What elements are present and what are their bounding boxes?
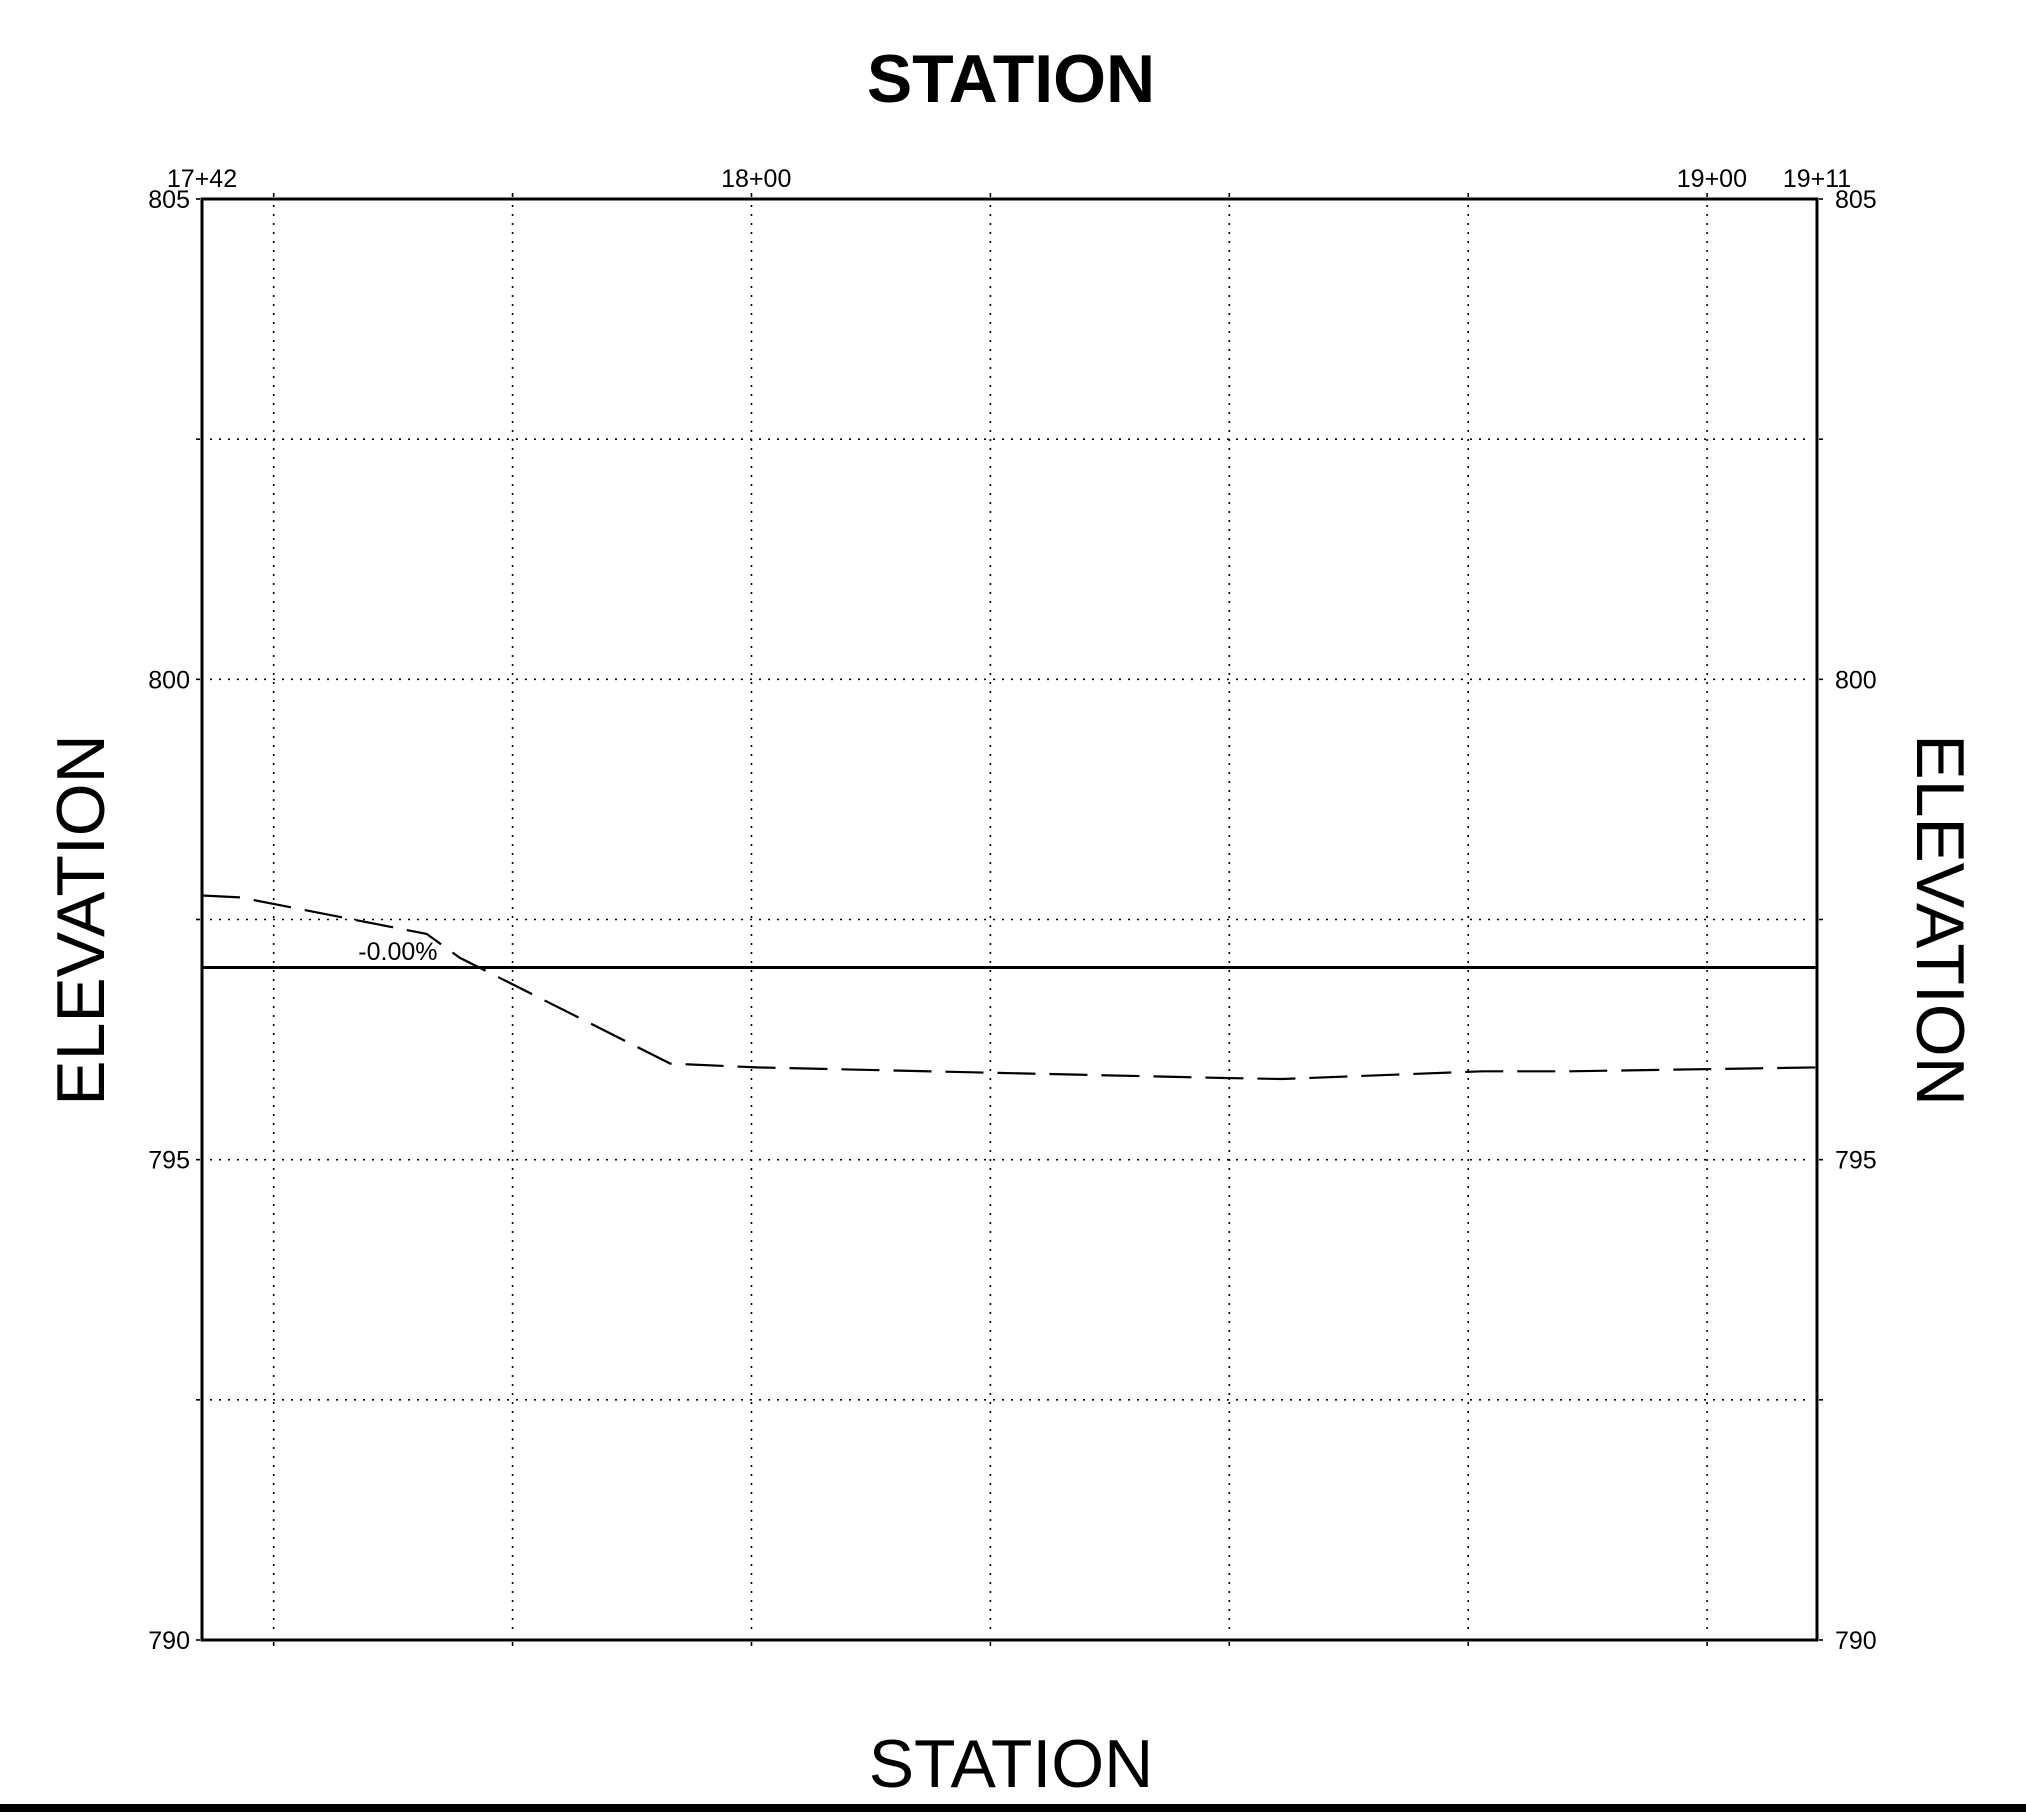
y-tick-label-right: 795 bbox=[1835, 1147, 1877, 1175]
y-tick-label-left: 795 bbox=[148, 1147, 190, 1175]
plot-frame bbox=[200, 197, 1819, 1642]
x-axis-label: STATION bbox=[869, 1726, 1154, 1802]
x-tick-label: 19+11 bbox=[1783, 165, 1851, 193]
y-tick-label-left: 800 bbox=[148, 666, 190, 694]
bottom-border-rule bbox=[0, 1804, 2026, 1812]
x-tick-label: 18+00 bbox=[721, 165, 791, 193]
y-tick-label-right: 790 bbox=[1835, 1627, 1877, 1655]
y-tick-label-right: 805 bbox=[1835, 186, 1877, 214]
x-tick-label: 17+42 bbox=[167, 165, 237, 193]
chart-title: STATION bbox=[867, 41, 1155, 117]
grade-annotation: -0.00% bbox=[358, 938, 437, 966]
y-axis-label-right: ELEVATION bbox=[1902, 734, 1978, 1106]
existing-ground-line bbox=[201, 894, 1818, 1081]
y-tick-label-right: 800 bbox=[1835, 666, 1877, 694]
y-axis-label-left: ELEVATION bbox=[43, 734, 119, 1106]
grid-layer bbox=[210, 205, 1809, 1634]
y-tick-label-left: 790 bbox=[148, 1627, 190, 1655]
tick-layer bbox=[196, 193, 1823, 1646]
y-tick-label-left: 805 bbox=[148, 186, 190, 214]
series-layer bbox=[201, 894, 1818, 1081]
x-tick-label: 19+00 bbox=[1677, 165, 1747, 193]
